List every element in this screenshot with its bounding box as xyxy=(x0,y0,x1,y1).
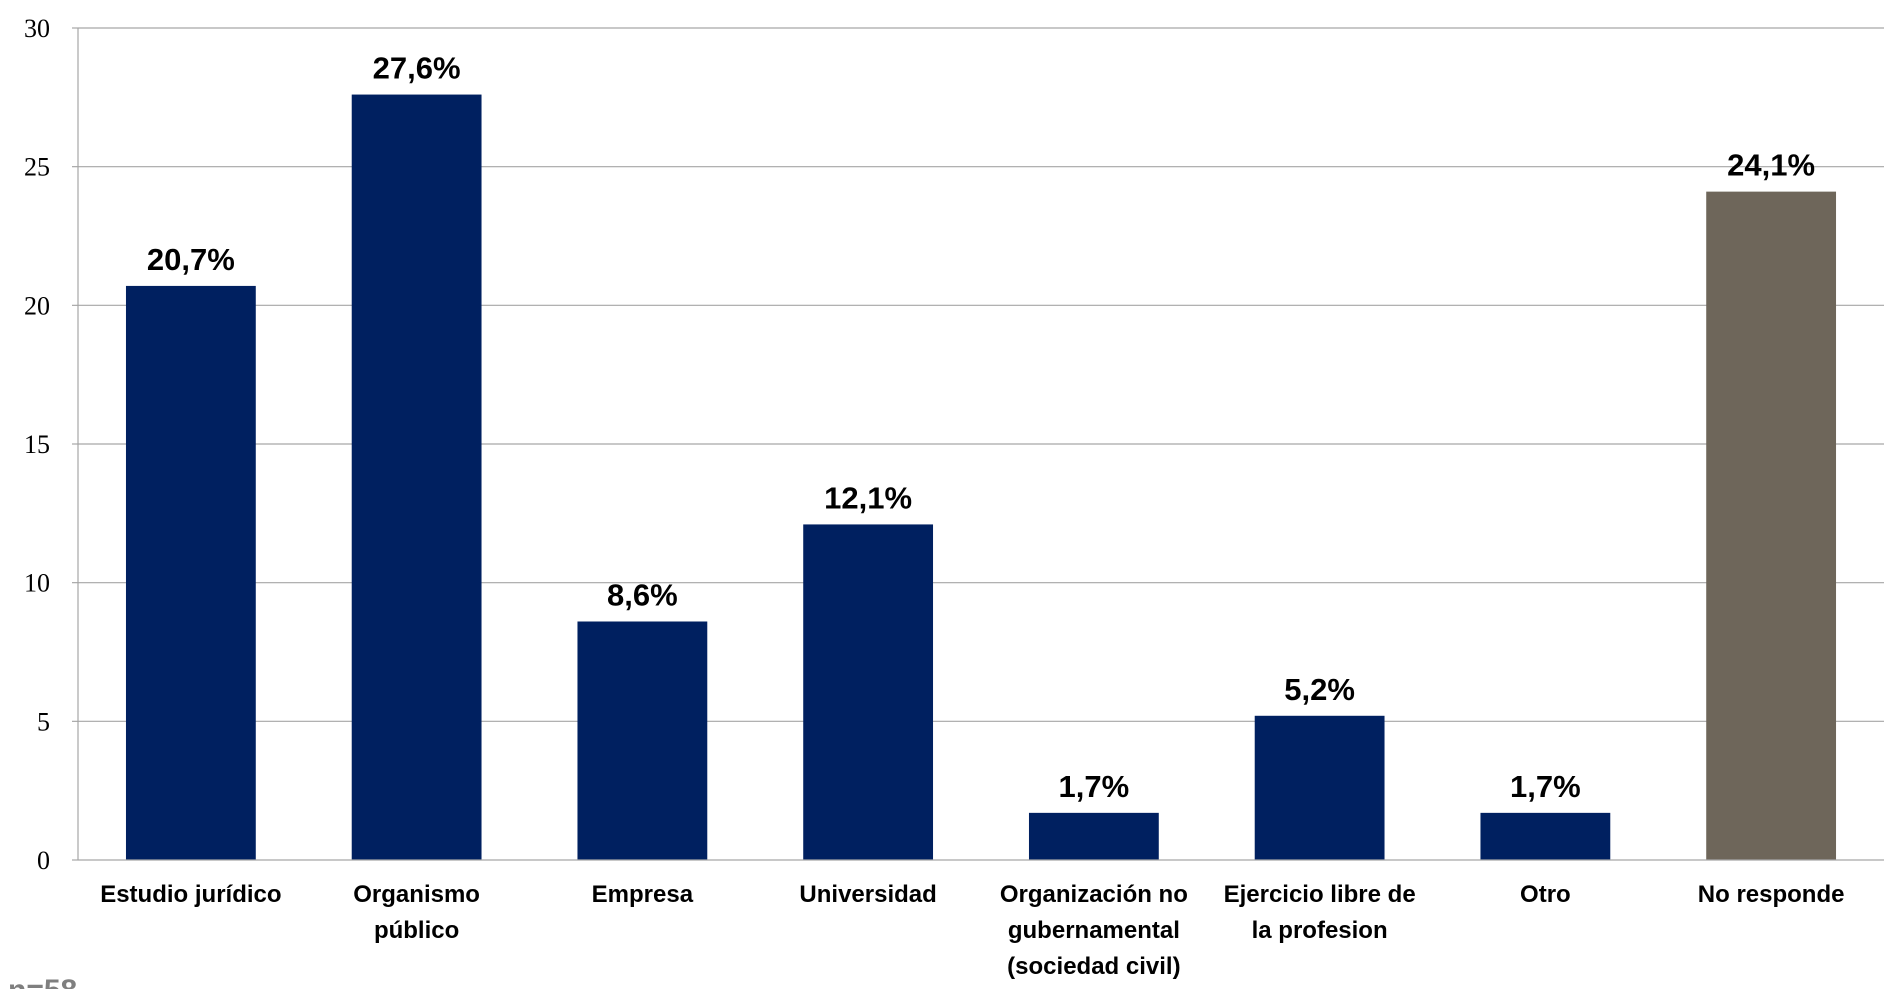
bar-4 xyxy=(1028,812,1159,860)
y-tick-label: 15 xyxy=(24,430,50,459)
y-tick-label: 30 xyxy=(24,14,50,43)
bar-2 xyxy=(577,621,708,860)
data-label-1: 27,6% xyxy=(373,51,461,86)
y-tick-label: 20 xyxy=(24,291,50,320)
category-label-4-line-2: (sociedad civil) xyxy=(1007,953,1180,980)
bar-0 xyxy=(125,285,256,860)
data-label-5: 5,2% xyxy=(1284,672,1355,707)
bar-3 xyxy=(803,524,934,860)
bar-1 xyxy=(351,94,482,860)
data-labels: 20,7% 27,6% 8,6% 12,1% 1,7% 5,2% 1,7% 24,1% xyxy=(147,51,1815,804)
gridlines xyxy=(78,27,1884,722)
data-label-4: 1,7% xyxy=(1059,769,1130,804)
category-label-7-line-0: No responde xyxy=(1698,881,1845,908)
bar-7 xyxy=(1706,191,1837,861)
data-label-7: 24,1% xyxy=(1727,148,1815,183)
category-label-3-line-0: Universidad xyxy=(799,881,936,908)
y-tick-label: 25 xyxy=(24,153,50,182)
y-tick-label: 0 xyxy=(37,846,50,875)
bar-6 xyxy=(1480,812,1611,860)
y-tick-label: 5 xyxy=(37,707,50,736)
y-axis-ticks: 0 5 10 15 20 25 30 xyxy=(24,14,79,875)
category-label-4-line-1: gubernamental xyxy=(1008,917,1180,944)
category-label-0-line-0: Estudio jurídico xyxy=(100,881,281,908)
category-label-4-line-0: Organización no xyxy=(1000,881,1188,908)
bars xyxy=(125,94,1837,861)
category-label-1-line-0: Organismo xyxy=(353,881,480,908)
category-label-2-line-0: Empresa xyxy=(592,881,694,908)
data-label-0: 20,7% xyxy=(147,242,235,277)
data-label-6: 1,7% xyxy=(1510,769,1581,804)
category-label-6-line-0: Otro xyxy=(1520,881,1571,908)
category-label-5-line-0: Ejercicio libre de xyxy=(1224,881,1416,908)
category-label-5-line-1: la profesion xyxy=(1252,917,1388,944)
data-label-3: 12,1% xyxy=(824,480,912,515)
y-tick-label: 10 xyxy=(24,569,50,598)
bar-5 xyxy=(1254,715,1385,860)
category-label-1-line-1: público xyxy=(374,917,459,944)
data-label-2: 8,6% xyxy=(607,577,678,612)
sample-size-note: n=58 xyxy=(8,974,77,989)
category-labels: Estudio jurídico Organismo público Empresa U… xyxy=(100,881,1844,980)
